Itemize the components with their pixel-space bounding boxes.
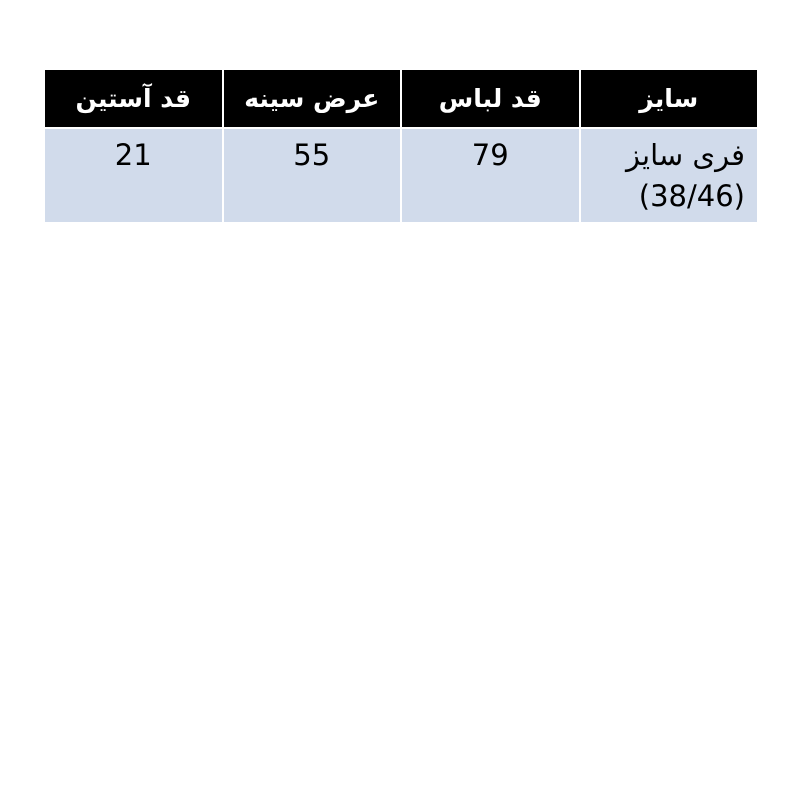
size-chart-header-row: سایز قد لباس عرض سینه قد آستین xyxy=(43,68,759,129)
header-cell-size: سایز xyxy=(578,68,759,129)
cell-garment-length-value: 79 xyxy=(400,127,581,224)
size-chart-table: سایز قد لباس عرض سینه قد آستین فری سایز … xyxy=(43,68,759,224)
header-cell-garment-length: قد لباس xyxy=(400,68,581,129)
cell-sleeve-length-value: 21 xyxy=(43,127,224,224)
cell-size-value: فری سایز (38/46) xyxy=(578,127,759,224)
table-row: فری سایز (38/46) 79 55 21 xyxy=(43,127,759,224)
header-cell-sleeve-length: قد آستین xyxy=(43,68,224,129)
cell-chest-width-value: 55 xyxy=(221,127,402,224)
size-value-line-1: فری سایز xyxy=(626,138,745,172)
header-cell-chest-width: عرض سینه xyxy=(221,68,402,129)
size-value-line-2: (38/46) xyxy=(638,179,745,213)
